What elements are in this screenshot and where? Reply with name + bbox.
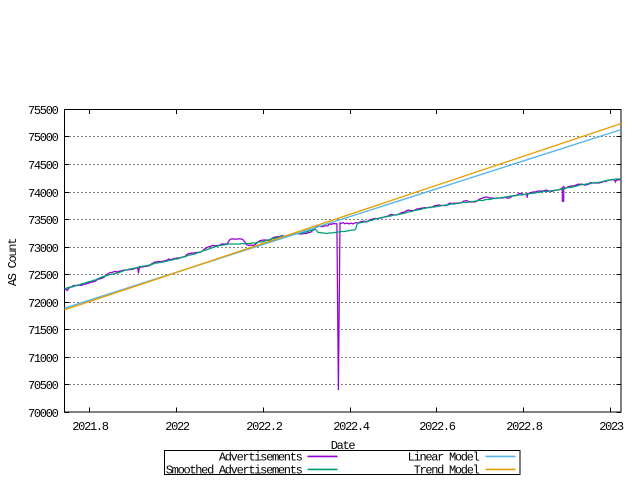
svg-text:Linear Model: Linear Model <box>408 450 480 464</box>
svg-text:Trend Model: Trend Model <box>414 463 480 477</box>
svg-text:AS Count: AS Count <box>6 239 20 286</box>
svg-text:74500: 74500 <box>28 159 59 173</box>
svg-text:2022: 2022 <box>165 420 190 434</box>
svg-text:Date: Date <box>331 439 356 453</box>
svg-text:2022.4: 2022.4 <box>333 420 370 434</box>
svg-text:72500: 72500 <box>28 269 59 283</box>
svg-text:75500: 75500 <box>28 104 59 118</box>
svg-text:2023: 2023 <box>599 420 624 434</box>
svg-text:Advertisements: Advertisements <box>219 450 303 464</box>
svg-text:2022.8: 2022.8 <box>506 420 543 434</box>
svg-text:73500: 73500 <box>28 214 59 228</box>
svg-text:2021.8: 2021.8 <box>72 420 109 434</box>
svg-text:2022.2: 2022.2 <box>246 420 283 434</box>
svg-text:74000: 74000 <box>28 187 59 201</box>
svg-text:71000: 71000 <box>28 352 59 366</box>
svg-text:72000: 72000 <box>28 297 59 311</box>
svg-text:70000: 70000 <box>28 407 59 421</box>
svg-text:75000: 75000 <box>28 131 59 145</box>
svg-text:71500: 71500 <box>28 324 59 338</box>
svg-text:70500: 70500 <box>28 379 59 393</box>
svg-text:Smoothed Advertisements: Smoothed Advertisements <box>166 463 303 477</box>
svg-text:73000: 73000 <box>28 242 59 256</box>
svg-text:2022.6: 2022.6 <box>419 420 456 434</box>
